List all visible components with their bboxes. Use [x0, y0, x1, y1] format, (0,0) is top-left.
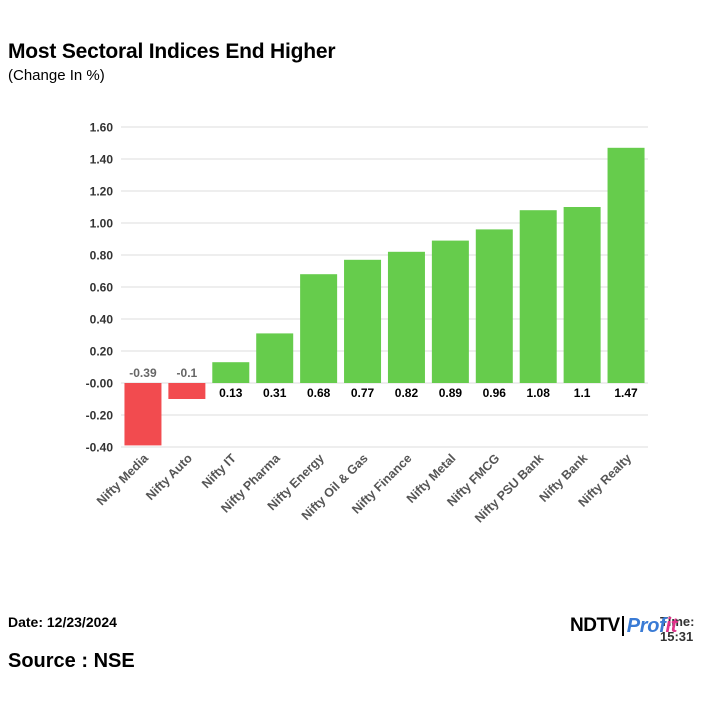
bar: [563, 207, 601, 383]
data-label: 0.13: [219, 386, 243, 400]
data-label: 0.68: [307, 386, 331, 400]
y-tick-label: 0.80: [90, 249, 114, 263]
bar: [168, 383, 206, 399]
y-tick-label: 1.60: [90, 121, 114, 135]
data-label: 0.31: [263, 386, 287, 400]
source-label: Source : NSE: [8, 650, 135, 672]
x-tick-label: Nifty IT: [199, 451, 239, 491]
bar: [475, 229, 513, 383]
gridlines: [121, 126, 648, 448]
data-label: 0.96: [483, 386, 507, 400]
data-label: 1.47: [614, 386, 638, 400]
bar: [344, 259, 382, 383]
bar: [607, 147, 645, 383]
x-tick-label: Nifty Media: [94, 450, 152, 508]
brand-separator: [621, 616, 624, 636]
data-label: 1.08: [527, 386, 551, 400]
y-tick-label: 0.20: [90, 345, 114, 359]
bar: [387, 251, 425, 383]
bar: [212, 362, 250, 383]
bar: [431, 240, 469, 383]
brand-profit-main: Prof: [626, 614, 666, 637]
y-tick-label: 1.00: [90, 217, 114, 231]
bar: [124, 383, 162, 446]
sector-bar-chart: 1.60 1.40 1.20 1.00 0.80 0.60 0.40 0.20 -0.00 -0.…: [86, 121, 648, 525]
y-tick-label: 1.40: [90, 153, 114, 167]
y-tick-label: 0.40: [90, 313, 114, 327]
y-tick-label: 0.60: [90, 281, 114, 295]
chart-title: Most Sectoral Indices End Higher: [8, 40, 336, 63]
data-label: 0.89: [439, 386, 463, 400]
brand-profit-text: Profit: [626, 614, 678, 638]
data-labels: -0.39 -0.1 0.13 0.31 0.68 0.77 0.82 0.89 0.96 1.0…: [129, 366, 638, 400]
x-tick-label: Nifty Auto: [143, 451, 195, 503]
brand-ndtv-text: NDTV: [570, 615, 620, 636]
date-label: Date: 12/23/2024: [8, 614, 117, 630]
data-label: -0.39: [129, 366, 157, 380]
y-axis-ticks: 1.60 1.40 1.20 1.00 0.80 0.60 0.40 0.20 -0.00 -0.…: [86, 121, 114, 455]
data-label: 1.1: [574, 386, 591, 400]
bar: [256, 333, 294, 383]
y-tick-label: 1.20: [90, 185, 114, 199]
brand-profit-accent: it: [665, 614, 678, 637]
data-label: 0.77: [351, 386, 375, 400]
data-label: 0.82: [395, 386, 419, 400]
bars: [124, 147, 645, 446]
y-tick-label: -0.40: [86, 441, 114, 455]
ndtv-profit-logo: NDTV Profit: [570, 612, 677, 640]
y-tick-label: -0.20: [86, 409, 114, 423]
chart-subtitle: (Change In %): [8, 67, 105, 84]
time-label: Time: 15:31: [660, 614, 695, 644]
y-tick-label: -0.00: [86, 377, 114, 391]
bar: [300, 274, 338, 383]
data-label: -0.1: [177, 366, 198, 380]
bar: [519, 210, 557, 383]
